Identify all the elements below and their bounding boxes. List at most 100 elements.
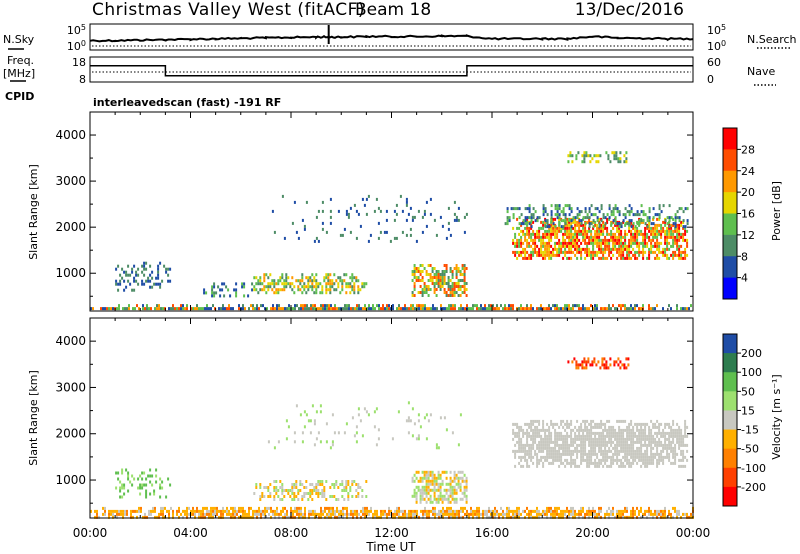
heatmap-cell: [439, 497, 442, 501]
heatmap-cell: [564, 204, 567, 208]
heatmap-cell: [445, 291, 448, 294]
heatmap-cell: [172, 512, 174, 516]
heatmap-cell: [431, 476, 434, 480]
heatmap-cell: [618, 250, 621, 254]
heatmap-cell: [646, 219, 649, 223]
heatmap-cell: [592, 449, 595, 453]
heatmap-cell: [297, 236, 300, 240]
colorbar-tick-label: -15: [741, 424, 759, 437]
heatmap-cell: [608, 446, 611, 450]
heatmap-cell: [585, 363, 588, 367]
heatmap-cell: [453, 500, 456, 504]
heatmap-cell: [522, 434, 525, 438]
heatmap-cell: [558, 458, 561, 462]
heatmap-cell: [587, 357, 590, 361]
heatmap-cell: [310, 307, 312, 311]
heatmap-cell: [416, 512, 418, 516]
heatmap-cell: [568, 241, 571, 245]
heatmap-cell: [542, 455, 545, 459]
heatmap-cell: [654, 512, 656, 516]
heatmap-cell: [356, 515, 358, 519]
heatmap-cell: [544, 241, 547, 245]
heatmap-cell: [451, 285, 454, 288]
heatmap-cell: [522, 509, 524, 513]
heatmap-cell: [496, 512, 498, 516]
heatmap-cell: [108, 512, 110, 516]
heatmap-cell: [602, 443, 605, 447]
heatmap-cell: [560, 244, 563, 248]
heatmap-cell: [431, 479, 434, 483]
heatmap-cell: [581, 360, 584, 364]
heatmap-cell: [532, 307, 534, 311]
heatmap-cell: [576, 244, 579, 248]
heatmap-cell: [530, 250, 533, 254]
heatmap-cell: [578, 434, 581, 438]
heatmap-cell: [132, 509, 134, 513]
heatmap-cell: [608, 515, 610, 519]
heatmap-cell: [578, 226, 581, 230]
heatmap-cell: [433, 285, 436, 288]
heatmap-cell: [546, 241, 549, 245]
heatmap-cell: [212, 515, 214, 519]
heatmap-cell: [431, 473, 434, 477]
heatmap-cell: [330, 515, 332, 519]
heatmap-cell: [564, 247, 567, 251]
heatmap-cell: [558, 216, 561, 220]
heatmap-cell: [352, 515, 354, 519]
heatmap-cell: [259, 498, 262, 501]
heatmap-cell: [301, 440, 304, 444]
heatmap-cell: [634, 440, 637, 444]
heatmap-cell: [650, 461, 653, 465]
heatmap-cell: [654, 244, 657, 248]
heatmap-cell: [156, 307, 158, 311]
colorbar-segment: [723, 448, 737, 469]
heatmap-cell: [434, 512, 436, 516]
heatmap-cell: [620, 238, 623, 242]
heatmap-cell: [337, 498, 340, 501]
freq-left-ticks: 188: [72, 56, 86, 86]
heatmap-cell: [490, 509, 492, 513]
heatmap-cell: [424, 304, 426, 308]
heatmap-cell: [417, 291, 420, 294]
heatmap-cell: [526, 216, 529, 220]
heatmap-cell: [676, 437, 679, 441]
heatmap-cell: [310, 512, 312, 516]
heatmap-cell: [290, 509, 292, 513]
heatmap-cell: [662, 512, 664, 516]
heatmap-cell: [276, 509, 278, 513]
heatmap-cell: [281, 194, 284, 198]
heatmap-cell: [153, 282, 156, 286]
heatmap-cell: [650, 443, 653, 447]
heatmap-cell: [646, 458, 649, 462]
heatmap-cell: [459, 413, 462, 417]
heatmap-cell: [253, 288, 256, 292]
heatmap-cell: [240, 509, 242, 513]
heatmap-cell: [104, 509, 106, 513]
heatmap-cell: [656, 217, 659, 221]
heatmap-cell: [556, 304, 558, 308]
heatmap-cell: [514, 232, 517, 236]
heatmap-cell: [600, 238, 603, 242]
heatmap-cell: [528, 464, 531, 468]
heatmap-cell: [337, 431, 340, 435]
heatmap-cell: [455, 282, 458, 285]
heatmap-cell: [115, 282, 118, 286]
heatmap-cell: [634, 256, 637, 260]
heatmap-cell: [616, 443, 619, 447]
heatmap-cell: [270, 515, 272, 519]
heatmap-cell: [554, 304, 556, 308]
heatmap-cell: [320, 512, 322, 516]
heatmap-cell: [408, 512, 410, 516]
heatmap-cell: [658, 443, 661, 447]
heatmap-cell: [589, 154, 592, 158]
heatmap-cell: [317, 492, 320, 495]
heatmap-cell: [550, 440, 553, 444]
heatmap-cell: [453, 200, 456, 204]
heatmap-cell: [592, 440, 595, 444]
heatmap-cell: [135, 270, 138, 274]
heatmap-cell: [552, 253, 555, 257]
heatmap-cell: [392, 515, 394, 519]
heatmap-cell: [592, 247, 595, 251]
heatmap-cell: [664, 250, 667, 254]
heatmap-cell: [221, 288, 224, 292]
